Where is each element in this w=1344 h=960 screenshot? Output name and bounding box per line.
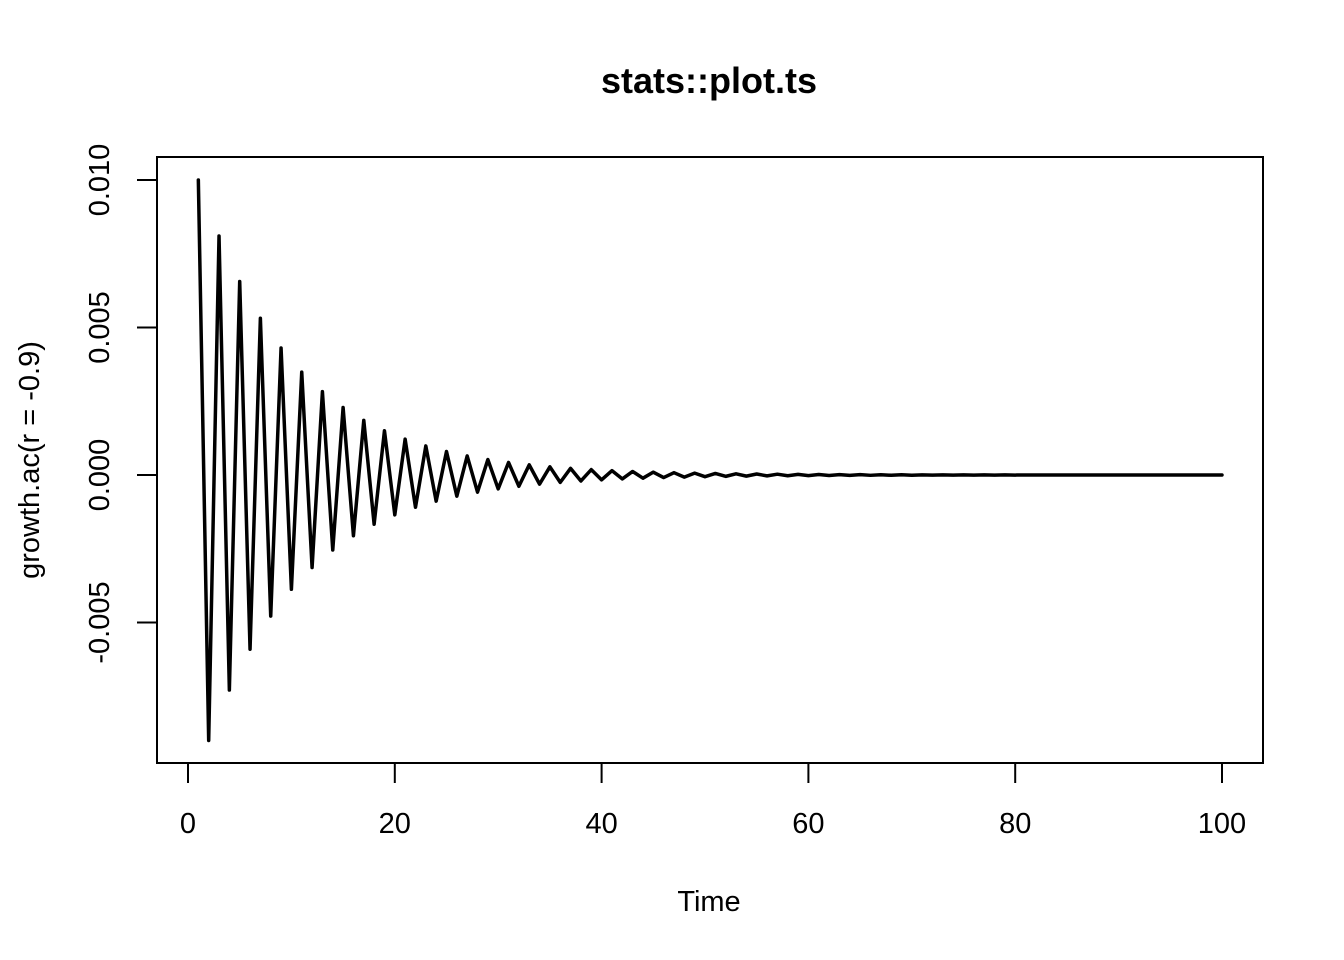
plot-frame <box>156 156 1264 764</box>
y-tick-label: 0.000 <box>84 439 116 512</box>
x-axis: 0 20 40 60 80 100 <box>180 762 1246 840</box>
y-axis-label: growth.ac(r = -0.9) <box>14 341 46 579</box>
x-tick-label: 100 <box>1198 808 1246 840</box>
x-tick-label: 60 <box>792 808 824 840</box>
x-tick-label: 80 <box>999 808 1031 840</box>
y-axis: -0.005 0.000 0.005 0.010 <box>84 144 158 664</box>
y-tick-label: 0.005 <box>84 291 116 364</box>
x-tick-label: 0 <box>180 808 196 840</box>
series-line <box>196 178 1224 743</box>
x-tick-label: 20 <box>379 808 411 840</box>
y-tick-label: 0.010 <box>84 144 116 217</box>
x-axis-label: Time <box>677 886 740 918</box>
chart-title: stats::plot.ts <box>601 60 817 101</box>
x-tick-label: 40 <box>585 808 617 840</box>
y-tick-label: -0.005 <box>84 581 116 663</box>
